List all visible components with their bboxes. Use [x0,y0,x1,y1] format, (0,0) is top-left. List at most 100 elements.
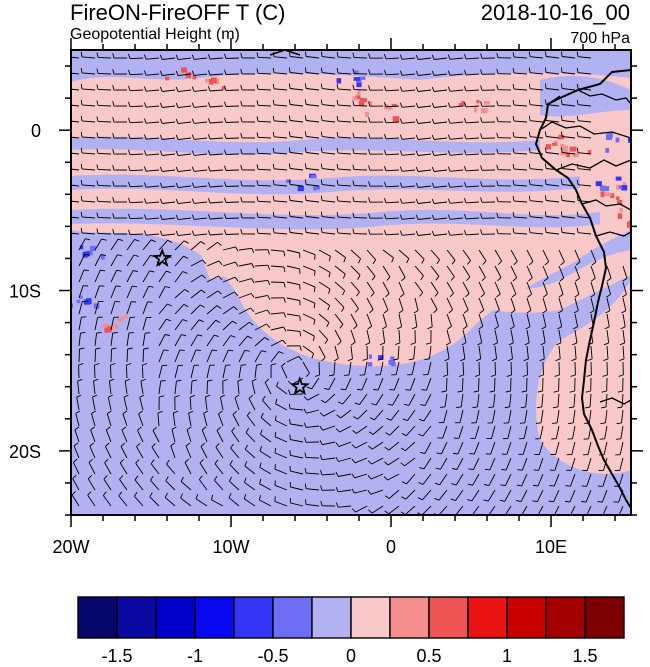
wind-barb-flag [401,496,407,500]
wind-barb-flag [581,501,587,503]
wind-barb [337,56,352,59]
wind-barb-flag [115,285,121,287]
colorbar-labels: -1.5 -1 -0.5 0 0.5 1 1.5 [101,646,597,666]
wind-barb [209,137,224,140]
wind-barb [523,425,528,439]
wind-barb-flag [207,214,211,220]
wind-barb-flag [415,70,419,76]
wind-barb [129,137,144,140]
wind-barb-flag [304,131,307,137]
wind-barb [302,265,316,272]
wind-barb [178,217,192,221]
wind-barb [178,73,192,77]
wind-barb [77,381,80,395]
wind-barb [570,457,576,471]
wind-barb [306,425,320,428]
wind-barb-flag [235,261,239,267]
wind-barb [450,169,464,172]
wind-barb [422,425,432,437]
wind-barb [619,457,624,471]
wind-barb-flag [165,270,172,274]
wind-barb-flag [555,358,561,362]
wind-barb [542,281,548,295]
wind-barb [275,419,288,427]
wind-barb [71,216,80,219]
wind-barb-flag [472,406,478,409]
wind-barb-flag [381,326,387,330]
wind-barb-flag [368,197,371,203]
wind-barb [572,409,576,423]
wind-barb-flag [560,211,563,217]
wind-barb [216,430,224,443]
wind-barb-flag [450,498,456,502]
wind-barb-flag [188,410,194,414]
wind-barb-flag [480,293,485,298]
wind-barb-flag [138,410,143,415]
wind-barb [446,345,450,359]
wind-barb-flag [65,164,66,169]
wind-barb [478,329,483,343]
wind-barb [492,409,496,423]
wind-barb-flag [288,389,291,395]
wind-barb [209,217,224,220]
wind-barb [71,136,80,139]
wind-barb-flag [489,390,495,393]
wind-barb-flag [351,458,356,464]
wind-barb-flag [586,374,592,377]
wind-barb-flag [436,259,440,265]
wind-barb [445,377,448,392]
wind-barb-flag [248,394,253,399]
wind-barb [546,232,560,235]
wind-barb-flag [159,102,163,108]
wind-barb-flag [354,308,359,313]
wind-barb [434,185,448,188]
wind-barb [178,169,192,173]
wind-barb [542,249,550,262]
cold-anomaly-patch [368,354,372,359]
wind-barb-flag [105,442,110,447]
wind-barb-flag [571,358,577,362]
plot-subtitle: Geopotential Height (m) [70,26,240,43]
colorbar-label: 1 [502,646,512,666]
wind-barb [450,233,464,236]
wind-barb [302,249,316,256]
wind-barb [94,238,103,251]
wind-barb [238,321,250,331]
wind-barb-flag [112,181,115,187]
wind-barb-flag [71,490,76,496]
wind-barb [126,285,133,299]
wind-barb-flag [466,276,471,282]
wind-barb [158,334,166,347]
wind-barb-flag [496,52,499,58]
wind-barb [337,168,352,171]
wind-barb-flag [191,182,195,188]
wind-barb-flag [383,101,387,107]
wind-barb [87,478,96,491]
cold-anomaly-patch [599,185,606,191]
wind-barb-flag [576,211,579,217]
wind-barb [195,498,208,507]
wind-barb-flag [328,256,331,262]
wind-barb [494,345,498,359]
wind-barb-flag [80,195,83,201]
wind-barb-flag [304,115,307,121]
wind-barb [322,168,336,171]
wind-barb-flag [306,386,312,390]
wind-barb-flag [312,336,315,342]
wind-barb-flag [568,422,574,424]
wind-barb [430,281,439,294]
wind-barb [206,349,213,363]
wind-barb-flag [617,390,623,393]
wind-barb [450,137,464,140]
wind-barb-flag [368,133,371,139]
wind-barb [229,480,240,491]
wind-barb [110,270,118,283]
wind-barb-flag [458,374,464,377]
wind-barb [290,184,304,187]
wind-barb-flag [544,83,547,89]
wind-barb-flag [379,342,385,346]
wind-barb [97,72,112,75]
wind-barb [194,169,208,172]
wind-barb-flag [214,475,218,481]
wind-barb [571,441,576,455]
